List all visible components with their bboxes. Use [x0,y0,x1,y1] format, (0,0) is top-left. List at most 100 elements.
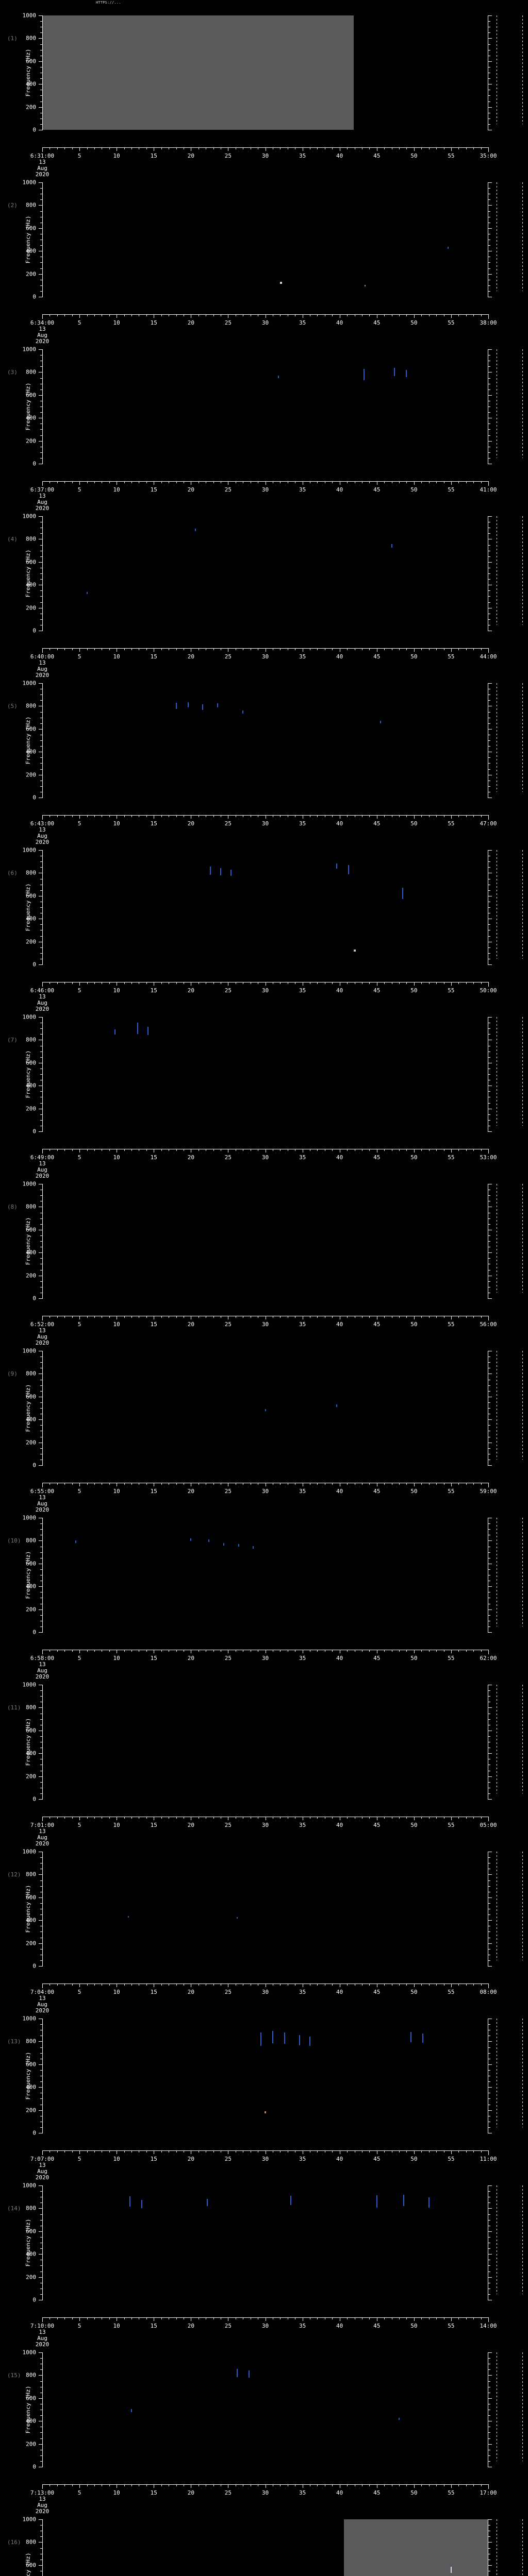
axis-tick [40,590,43,591]
detection-mark [86,591,88,594]
y-tick-label: 600 [26,892,36,900]
plot-area[interactable] [39,2019,492,2133]
axis-tick [176,147,177,149]
x-tick-label: 15 [150,987,157,994]
plot-area[interactable] [39,15,492,130]
axis-tick [473,2484,474,2486]
axis-tick [40,861,43,862]
axis-tick [40,1362,43,1363]
x-tick-label: 50 [410,1154,418,1161]
axis-tick [176,1316,177,1318]
axis-tick [414,1984,415,1987]
x-tick-label: 15 [150,2489,157,2496]
detection-mark [238,1544,239,1547]
plot-area[interactable] [39,1518,492,1633]
x-tick-label: 55 [448,820,455,827]
plot-area[interactable] [39,516,492,631]
y-axis-title: Frequency (Hz) [24,1718,31,1766]
x-tick-label: 45 [373,653,381,660]
axis-tick [109,2317,110,2319]
plot-area[interactable] [39,182,492,297]
x-tick-label: 55 [448,2156,455,2162]
axis-tick [57,1984,58,1986]
axis-tick [40,890,43,891]
axis-tick [317,815,318,817]
x-tick-label: 40 [336,1154,343,1161]
plot-area[interactable] [39,1017,492,1132]
y-tick-label: 800 [26,1203,36,1210]
axis-tick [488,2381,490,2382]
plot-area[interactable] [39,1351,492,1466]
axis-tick [176,481,177,483]
y-tick-label: 400 [26,1917,36,1924]
axis-tick [414,815,415,819]
x-tick-label-start: 6:40:00 [30,653,55,660]
detection-mark [208,1539,209,1542]
plot-area[interactable] [39,2519,492,2576]
panel-number: (2) [7,201,18,209]
plot-area[interactable] [39,1685,492,1800]
plot-area[interactable] [39,1184,492,1299]
axis-tick [161,1650,162,1652]
axis-tick [488,562,492,563]
axis-tick [64,1149,65,1151]
panel-number: (7) [7,1036,18,1043]
x-tick-label: 45 [373,2156,381,2162]
axis-tick [39,205,43,206]
plot-area[interactable] [39,349,492,464]
x-tick-label: 55 [448,2489,455,2496]
axis-tick [414,1817,415,1820]
x-tick-label: 50 [410,319,418,326]
axis-tick [57,648,58,650]
axis-tick [347,1650,348,1652]
axis-tick [213,481,214,483]
axis-tick [488,262,490,263]
axis-tick [488,2358,490,2359]
x-tick-label: 50 [410,1488,418,1495]
axis-tick [384,1316,385,1318]
axis-tick [458,2150,459,2153]
axis-tick [131,815,132,817]
x-tick-label: 15 [150,1154,157,1161]
axis-tick [40,2438,43,2439]
axis-tick [40,711,43,713]
axis-tick [109,481,110,483]
axis-tick [488,1120,490,1121]
plot-area[interactable] [39,683,492,798]
axis-tick [428,2484,430,2486]
detection-mark [194,529,196,532]
date-stack: 13 Aug 2020 [36,1495,50,1513]
plot-area[interactable] [39,1852,492,1967]
axis-tick [488,1298,492,1299]
axis-tick [414,1650,415,1653]
plot-area[interactable] [39,2352,492,2467]
x-tick-label-end: 50:00 [480,987,497,994]
axis-tick [406,2484,407,2486]
axis-tick [40,556,43,557]
plot-area[interactable] [39,2185,492,2300]
x-tick-label: 45 [373,319,381,326]
axis-tick [347,147,348,149]
axis-tick [488,769,490,770]
axis-tick [414,1316,415,1319]
axis-tick [79,314,80,318]
axis-tick [124,481,125,483]
axis-tick [39,1943,43,1944]
date-line: Aug [37,499,47,505]
axis-tick [39,1131,43,1132]
axis-tick [488,516,492,517]
axis-tick [39,1609,43,1610]
y-axis-title: Frequency (Hz) [24,2218,31,2267]
plot-area[interactable] [39,850,492,965]
axis-tick [347,2150,348,2153]
axis-tick [488,1799,492,1800]
date-line: 2020 [35,1506,50,1513]
axis-tick [39,1753,43,1754]
axis-tick [40,2455,43,2456]
axis-tick [161,1483,162,1485]
y-axis [39,2352,43,2467]
axis-tick [488,545,490,546]
axis-tick [39,38,43,39]
axis-tick [369,815,370,817]
axis-tick [317,1817,318,1819]
